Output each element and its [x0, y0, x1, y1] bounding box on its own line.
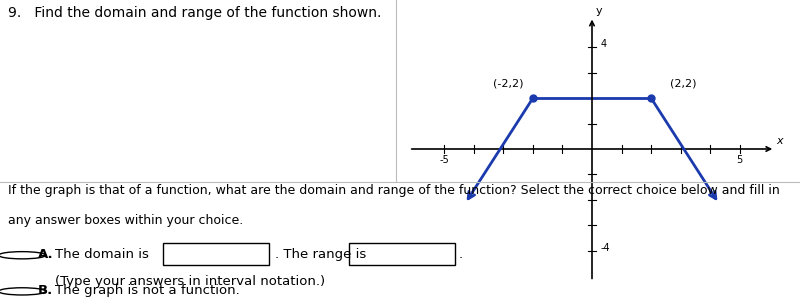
Text: A.: A.: [38, 247, 54, 261]
Text: If the graph is that of a function, what are the domain and range of the functio: If the graph is that of a function, what…: [8, 184, 780, 197]
Text: y: y: [595, 6, 602, 16]
Text: (-2,2): (-2,2): [493, 79, 523, 89]
Text: (2,2): (2,2): [670, 79, 697, 89]
Text: 4: 4: [601, 39, 607, 49]
Text: x: x: [776, 136, 783, 146]
Text: The domain is: The domain is: [55, 247, 149, 261]
Text: -4: -4: [601, 243, 610, 253]
Text: .: .: [459, 247, 463, 261]
Text: 9.   Find the domain and range of the function shown.: 9. Find the domain and range of the func…: [8, 6, 382, 20]
Text: . The range is: . The range is: [275, 247, 366, 261]
Text: B.: B.: [38, 284, 53, 297]
Text: 5: 5: [737, 155, 743, 165]
Text: -5: -5: [439, 155, 449, 165]
FancyBboxPatch shape: [163, 243, 269, 265]
Text: any answer boxes within your choice.: any answer boxes within your choice.: [8, 214, 243, 227]
Text: The graph is not a function.: The graph is not a function.: [55, 284, 240, 297]
Text: (Type your answers in interval notation.): (Type your answers in interval notation.…: [55, 275, 325, 287]
FancyBboxPatch shape: [349, 243, 455, 265]
